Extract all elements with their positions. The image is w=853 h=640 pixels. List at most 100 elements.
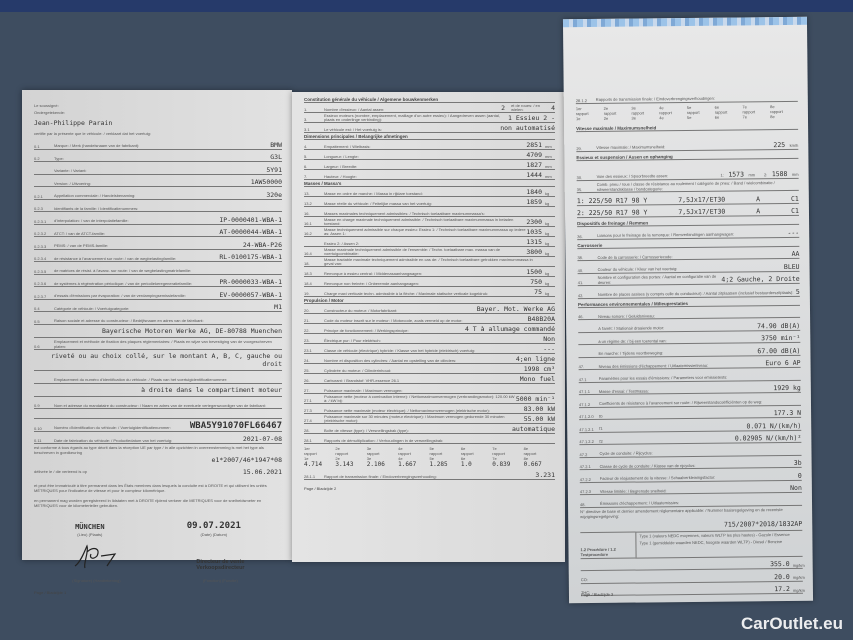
spec-row: 16.1 Masse en charge maximale techniqueme…	[304, 217, 555, 227]
row-num: 0.2.3	[34, 206, 43, 211]
gear-label: 2e rapport 2e	[335, 446, 349, 461]
row-num: 47.2.1	[579, 464, 591, 470]
gear-ratio-value: 1.285	[429, 461, 448, 468]
row-num: 27.4	[304, 418, 312, 423]
place: MÜNCHEN	[75, 523, 105, 531]
body-rows: 38. Code de la carrosserie: / Carrosserie…	[577, 246, 800, 299]
spec-row: 4. Empattement: / Wielbasis: 2851 mm	[304, 140, 555, 150]
row-label: d'essais d'émissions par évaporation: / …	[54, 293, 186, 298]
engine-rows: 20. Constructeur du moteur: / Motorfabrik…	[304, 304, 555, 444]
row-num: 18.3	[304, 271, 312, 276]
spec-row: 0.2.3.3 PEMS: / van de PEMS-familie: 24-WB…	[34, 237, 282, 250]
gear-ratio-value: 3.143	[335, 461, 354, 468]
row-label: Type:	[54, 155, 64, 161]
row-num: 27.1	[304, 398, 312, 403]
spec-row: 27.3 Puissance nette maximale (moteur éle…	[304, 404, 555, 414]
row-value: 17.2	[774, 584, 790, 594]
row-unit: kg	[545, 290, 550, 296]
row-num: 16.1	[304, 221, 312, 226]
gear-label: 5e rapport 5e	[686, 104, 700, 120]
row-value: non automatisé	[500, 124, 555, 132]
axle-label: 2:	[763, 172, 768, 178]
row-num: 0.2.3.2	[34, 231, 47, 236]
procedure-label: 1.2 Procédure / 1.2 Testprocedure	[580, 546, 616, 557]
representative-row: 0.9 Nom et adresse du mandataire du const…	[34, 397, 282, 409]
row-value: 74.90 dB(A)	[757, 321, 801, 330]
gear-label: 3e rapport 3e	[366, 446, 380, 461]
row-num: 38.	[577, 255, 584, 261]
row-num: 0.5	[34, 318, 40, 324]
gear-ratio-value: 1.667	[398, 461, 417, 468]
row-num: 13.	[304, 191, 310, 196]
row-num: 1.	[304, 107, 308, 112]
row-num: 24.	[304, 358, 310, 363]
function-title: Directeur de vente	[196, 559, 245, 565]
row-num: 47.	[578, 364, 585, 370]
row-num: 0.4	[34, 306, 40, 311]
row-unit: kg	[545, 270, 550, 276]
gear-column: 3e rapport 3e	[631, 105, 659, 120]
spec-row: 0.2.3.6 de systèmes à régénération périod…	[34, 275, 282, 287]
spec-row: 16.2 Masse techniquement admissible sur c…	[304, 227, 555, 237]
row-value: automatique	[511, 425, 555, 433]
row-num: 0.2.1	[34, 193, 43, 199]
row-value: 2851	[526, 141, 542, 149]
row-label: Cylindrée du moteur: / Cilinderinhoud:	[324, 367, 392, 373]
row-label: Charge maxi verticale techn. admissible …	[324, 290, 489, 296]
row-num: 0.1	[34, 143, 40, 149]
spec-row: 24. Nombre et disposition des cylindres: …	[304, 354, 555, 364]
spec-row: 5. Longueur: / Lengte: 4709 mm	[304, 150, 555, 160]
gear-label: 7e rapport 7e	[492, 446, 505, 461]
vehicle-identification-rows: 0.1 Marque: / Merk (handelsnaam van de fa…	[34, 137, 282, 325]
row-value: 1998 cm³	[523, 365, 555, 373]
gear-ratio-value: 4.714	[304, 461, 323, 468]
row-unit: kg	[545, 230, 550, 236]
spec-row: 22. Principe de fonctionnement: / Werking…	[304, 324, 555, 334]
page-footer: Page / Bladzijde 2	[304, 486, 337, 491]
row-value: 4;2 Gauche, 2 Droite	[721, 274, 800, 284]
row-value: 1929 kg	[773, 383, 801, 393]
row-num: 0.2.3.4	[34, 256, 47, 261]
row-num: 25.	[304, 368, 310, 373]
row-number: 0.6	[34, 344, 40, 349]
gear-label: 1er rapport 1e	[575, 105, 589, 121]
row-value: Non	[543, 335, 555, 343]
final-drive-row: 28.1.1 Rapport de transmission finale: / …	[304, 470, 555, 480]
row-value: G3L	[270, 153, 282, 161]
spec-row: 27.4 Puissance maximale sur 30 minutes (m…	[304, 414, 555, 424]
row-num: 47.2	[579, 451, 588, 457]
row-num: 13.2	[304, 201, 312, 206]
row-unit: mg/km	[792, 574, 805, 580]
row-num: 46.	[578, 314, 584, 320]
spec-row: 16.4 Masse maximale techniquement admissi…	[304, 247, 555, 257]
section-heading: Propulsion / Motor	[304, 297, 555, 304]
row-value: EV-0000057-WBA-1	[219, 290, 282, 299]
row-num: 0.2	[34, 156, 40, 161]
vin-location-row: Emplacement du numéro d'identification d…	[34, 371, 282, 384]
row-value: AA	[791, 249, 800, 258]
row-unit: kg	[545, 200, 550, 206]
gear-label: 5e rapport 5e	[429, 446, 443, 461]
row-unit: kg	[545, 250, 550, 256]
gear-column: 7e rapport 7e 0.839	[492, 446, 523, 468]
spec-row: 16. Masses maximales techniquement admiss…	[304, 207, 555, 217]
row-number: 0.10	[34, 425, 42, 431]
row-value: 2	[501, 104, 506, 112]
manufacture-date: 2021-07-08	[242, 435, 282, 443]
row-value: 5	[795, 287, 800, 296]
row-num: 18.4	[304, 281, 312, 286]
row-num: 28.	[304, 428, 310, 433]
row-unit: kg	[545, 190, 550, 196]
row-num: 16.	[304, 211, 310, 216]
spec-row: 19. Charge maxi verticale techn. admissib…	[304, 287, 555, 297]
header-line: Ondergetekende:	[34, 110, 65, 115]
function-title-nl: Verkoopsdirecteur	[196, 565, 245, 571]
row-num: 0.2.3.7	[34, 293, 47, 299]
gear-column: 4e rapport 4e 1.667	[398, 446, 429, 468]
row-label: Constructeur du moteur: / Motorfabrikant…	[324, 307, 398, 313]
row-value: BMW	[270, 140, 282, 149]
tyre-size: 1: 225/50 R17 98 Y	[576, 195, 648, 205]
row-label: Version: / Uitvoering:	[54, 180, 91, 186]
track-axle-1: 1573	[728, 169, 745, 179]
spec-row: Variante: / Variant: 5Y91	[34, 162, 282, 175]
